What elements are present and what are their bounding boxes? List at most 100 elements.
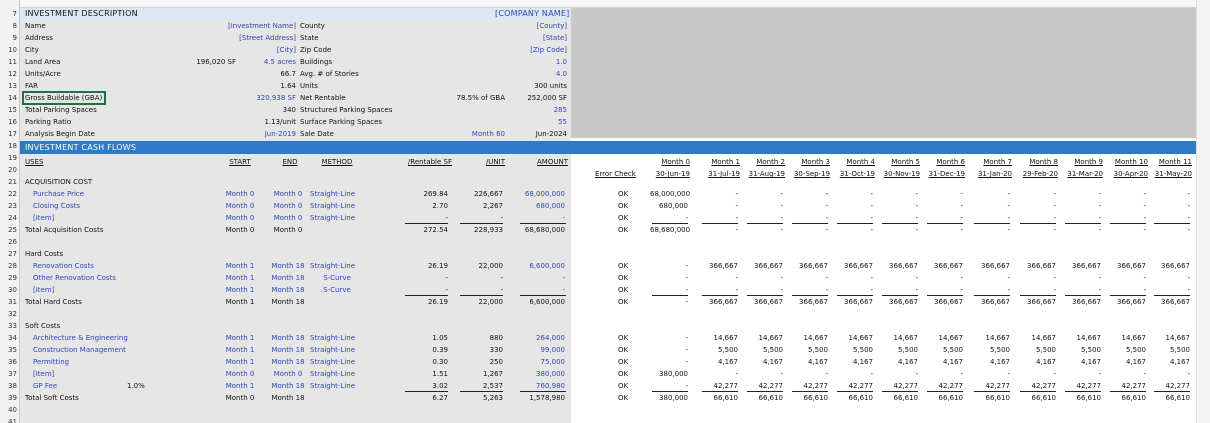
row-amount[interactable]: - bbox=[562, 286, 565, 294]
row-amount[interactable]: 680,000 bbox=[536, 202, 565, 210]
row-start[interactable]: Month 0 bbox=[225, 370, 255, 378]
row-start[interactable]: Month 0 bbox=[225, 202, 255, 210]
row-amount[interactable]: 68,000,000 bbox=[524, 190, 565, 198]
month-value: - bbox=[1143, 202, 1146, 210]
row-end[interactable]: Month 0 bbox=[273, 370, 303, 378]
row-error-check: OK bbox=[618, 214, 629, 222]
row-label[interactable]: Other Renovation Costs bbox=[33, 274, 116, 282]
row-label[interactable]: Renovation Costs bbox=[33, 262, 94, 270]
vertical-scrollbar[interactable] bbox=[1196, 0, 1210, 423]
structured-value[interactable]: 285 bbox=[553, 106, 567, 114]
row-label[interactable]: Permitting bbox=[33, 358, 70, 366]
row-method[interactable]: Straight-Line bbox=[310, 334, 356, 342]
row-method[interactable]: Straight-Line bbox=[310, 214, 356, 222]
row-end[interactable]: Month 18 bbox=[271, 334, 305, 342]
month-value: - bbox=[915, 214, 918, 222]
name-value[interactable]: [Investment Name] bbox=[228, 22, 296, 30]
row-method[interactable]: Straight-Line bbox=[310, 346, 356, 354]
row-method[interactable]: S-Curve bbox=[323, 286, 351, 294]
gba-value[interactable]: 320,938 SF bbox=[256, 94, 296, 102]
row-label[interactable]: GP Fee bbox=[33, 382, 58, 390]
row-end[interactable]: Month 18 bbox=[271, 358, 305, 366]
month-value: 66,610 bbox=[803, 394, 829, 402]
row-label[interactable]: [Item] bbox=[33, 370, 55, 378]
row-method[interactable]: Straight-Line bbox=[310, 370, 356, 378]
surface-label: Surface Parking Spaces bbox=[300, 118, 383, 126]
month-value: 5,500 bbox=[942, 346, 963, 354]
county-value[interactable]: [County] bbox=[536, 22, 567, 30]
row-label[interactable]: [Item] bbox=[33, 286, 55, 294]
state-value[interactable]: [State] bbox=[543, 34, 567, 42]
row-label[interactable]: Closing Costs bbox=[33, 202, 81, 210]
month-value: - bbox=[915, 286, 918, 294]
row-method[interactable]: Straight-Line bbox=[310, 358, 356, 366]
row-end[interactable]: Month 0 bbox=[273, 190, 303, 198]
row-amount[interactable]: 6,600,000 bbox=[529, 262, 565, 270]
month-value: 366,667 bbox=[754, 262, 783, 270]
surface-value[interactable]: 55 bbox=[558, 118, 567, 126]
address-value[interactable]: [Street Address] bbox=[239, 34, 296, 42]
row-amount[interactable]: 760,980 bbox=[536, 382, 565, 390]
row-label[interactable]: Architecture & Engineering bbox=[33, 334, 128, 342]
row-start[interactable]: Month 1 bbox=[225, 274, 255, 282]
zip-value[interactable]: [Zip Code] bbox=[530, 46, 567, 54]
month-value: 366,667 bbox=[709, 298, 738, 306]
row-method[interactable]: S-Curve bbox=[323, 274, 351, 282]
row-start[interactable]: Month 0 bbox=[225, 190, 255, 198]
month-value: 5,500 bbox=[989, 346, 1010, 354]
county-label: County bbox=[300, 22, 325, 30]
row-amount[interactable]: 264,000 bbox=[536, 334, 565, 342]
stories-value[interactable]: 4.0 bbox=[555, 70, 567, 78]
total-rule bbox=[927, 391, 963, 392]
row-start[interactable]: Month 1 bbox=[225, 346, 255, 354]
month-value: 366,667 bbox=[799, 298, 828, 306]
selected-cell-outline[interactable] bbox=[22, 91, 106, 105]
row-start[interactable]: Month 1 bbox=[225, 262, 255, 270]
row-start[interactable]: Month 1 bbox=[225, 382, 255, 390]
row-amount[interactable]: - bbox=[562, 274, 565, 282]
month-value: - bbox=[1187, 214, 1190, 222]
row-label[interactable]: Purchase Price bbox=[33, 190, 85, 198]
row-start[interactable]: Month 1 bbox=[225, 286, 255, 294]
row-end[interactable]: Month 18 bbox=[271, 274, 305, 282]
month-value: 42,277 bbox=[1121, 382, 1147, 390]
row-error-check: OK bbox=[618, 298, 629, 306]
row-amount[interactable]: 380,000 bbox=[536, 370, 565, 378]
row-end[interactable]: Month 18 bbox=[271, 286, 305, 294]
row-amount: 68,680,000 bbox=[524, 226, 565, 234]
row-end[interactable]: Month 18 bbox=[271, 262, 305, 270]
row-end[interactable]: Month 0 bbox=[273, 202, 303, 210]
row-amount[interactable]: 75,000 bbox=[540, 358, 566, 366]
company-name[interactable]: [COMPANY NAME] bbox=[495, 9, 570, 18]
row-method[interactable]: Straight-Line bbox=[310, 190, 356, 198]
row-label[interactable]: [Item] bbox=[33, 214, 55, 222]
row-rentable-sf: - bbox=[445, 274, 448, 282]
month-label: Month 10 bbox=[1114, 158, 1148, 166]
row-number: 37 bbox=[8, 370, 17, 378]
month-value: 14,667 bbox=[848, 334, 874, 342]
row-end[interactable]: Month 18 bbox=[271, 346, 305, 354]
row-method[interactable]: Straight-Line bbox=[310, 202, 356, 210]
month-value: 366,667 bbox=[1161, 298, 1190, 306]
land-area-acres[interactable]: 4.5 acres bbox=[263, 58, 296, 66]
analysis-begin-value[interactable]: Jun-2019 bbox=[264, 130, 296, 138]
month-value: 42,277 bbox=[1076, 382, 1102, 390]
row-start[interactable]: Month 0 bbox=[225, 214, 255, 222]
row-method[interactable]: Straight-Line bbox=[310, 262, 356, 270]
city-value[interactable]: [City] bbox=[276, 46, 296, 54]
row-label[interactable]: Construction Management bbox=[33, 346, 126, 354]
month-value: 5,500 bbox=[1125, 346, 1146, 354]
row-amount[interactable]: 99,000 bbox=[540, 346, 566, 354]
row-start[interactable]: Month 1 bbox=[225, 358, 255, 366]
month-value: - bbox=[1053, 370, 1056, 378]
row-start[interactable]: Month 1 bbox=[225, 334, 255, 342]
row-amount[interactable]: - bbox=[562, 214, 565, 222]
top-strip bbox=[20, 0, 1196, 8]
buildings-value[interactable]: 1.0 bbox=[555, 58, 567, 66]
row-method[interactable]: Straight-Line bbox=[310, 382, 356, 390]
row-end[interactable]: Month 18 bbox=[271, 382, 305, 390]
col-unit: /UNIT bbox=[485, 158, 505, 166]
row-end[interactable]: Month 0 bbox=[273, 214, 303, 222]
sale-month[interactable]: Month 60 bbox=[471, 130, 505, 138]
month-value: - bbox=[825, 202, 828, 210]
